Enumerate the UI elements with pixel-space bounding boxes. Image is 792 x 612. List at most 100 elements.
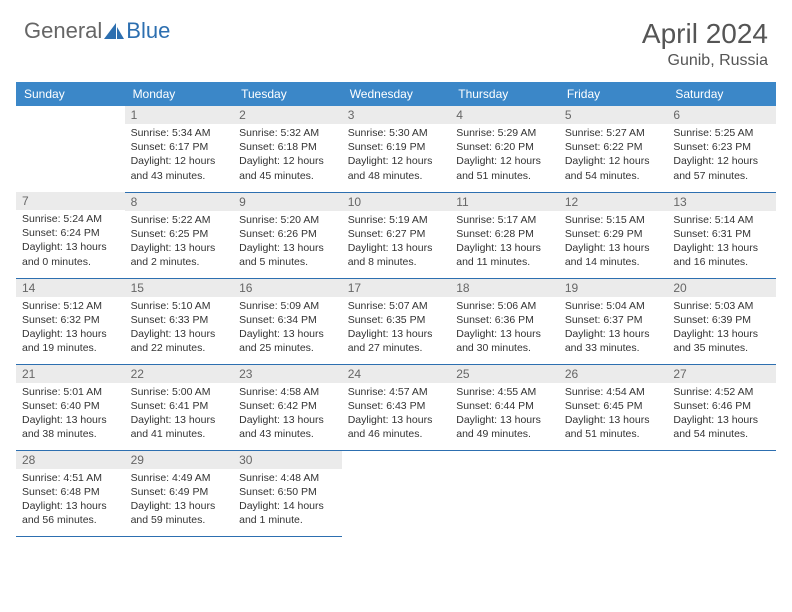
sunrise-line: Sunrise: 5:01 AM bbox=[22, 385, 119, 399]
day-number: 24 bbox=[342, 365, 451, 383]
daylight-line: Daylight: 13 hours and 8 minutes. bbox=[348, 241, 445, 269]
calendar-day-cell: 14Sunrise: 5:12 AMSunset: 6:32 PMDayligh… bbox=[16, 278, 125, 364]
day-number: 26 bbox=[559, 365, 668, 383]
day-number: 28 bbox=[16, 451, 125, 469]
sunrise-line: Sunrise: 5:27 AM bbox=[565, 126, 662, 140]
daylight-line: Daylight: 13 hours and 27 minutes. bbox=[348, 327, 445, 355]
sunset-line: Sunset: 6:27 PM bbox=[348, 227, 445, 241]
day-details: Sunrise: 5:01 AMSunset: 6:40 PMDaylight:… bbox=[16, 383, 125, 446]
sunrise-line: Sunrise: 4:51 AM bbox=[22, 471, 119, 485]
day-details: Sunrise: 4:58 AMSunset: 6:42 PMDaylight:… bbox=[233, 383, 342, 446]
calendar-day-cell: 4Sunrise: 5:29 AMSunset: 6:20 PMDaylight… bbox=[450, 106, 559, 192]
day-number: 15 bbox=[125, 279, 234, 297]
sunrise-line: Sunrise: 4:49 AM bbox=[131, 471, 228, 485]
sunset-line: Sunset: 6:45 PM bbox=[565, 399, 662, 413]
sunrise-line: Sunrise: 5:22 AM bbox=[131, 213, 228, 227]
calendar-day-cell: 3Sunrise: 5:30 AMSunset: 6:19 PMDaylight… bbox=[342, 106, 451, 192]
calendar-day-cell: 25Sunrise: 4:55 AMSunset: 6:44 PMDayligh… bbox=[450, 364, 559, 450]
sunset-line: Sunset: 6:39 PM bbox=[673, 313, 770, 327]
day-details: Sunrise: 4:54 AMSunset: 6:45 PMDaylight:… bbox=[559, 383, 668, 446]
day-number: 1 bbox=[125, 106, 234, 124]
sunrise-line: Sunrise: 5:19 AM bbox=[348, 213, 445, 227]
day-details: Sunrise: 4:48 AMSunset: 6:50 PMDaylight:… bbox=[233, 469, 342, 532]
daylight-line: Daylight: 13 hours and 43 minutes. bbox=[239, 413, 336, 441]
daylight-line: Daylight: 13 hours and 2 minutes. bbox=[131, 241, 228, 269]
sunrise-line: Sunrise: 5:00 AM bbox=[131, 385, 228, 399]
weekday-header: Friday bbox=[559, 82, 668, 106]
calendar-day-cell: 22Sunrise: 5:00 AMSunset: 6:41 PMDayligh… bbox=[125, 364, 234, 450]
sunrise-line: Sunrise: 5:12 AM bbox=[22, 299, 119, 313]
calendar-day-cell: 30Sunrise: 4:48 AMSunset: 6:50 PMDayligh… bbox=[233, 450, 342, 536]
day-details: Sunrise: 5:29 AMSunset: 6:20 PMDaylight:… bbox=[450, 124, 559, 187]
daylight-line: Daylight: 13 hours and 30 minutes. bbox=[456, 327, 553, 355]
sunrise-line: Sunrise: 5:29 AM bbox=[456, 126, 553, 140]
calendar-week-row: 14Sunrise: 5:12 AMSunset: 6:32 PMDayligh… bbox=[16, 278, 776, 364]
sunset-line: Sunset: 6:33 PM bbox=[131, 313, 228, 327]
day-number: 19 bbox=[559, 279, 668, 297]
calendar-week-row: 28Sunrise: 4:51 AMSunset: 6:48 PMDayligh… bbox=[16, 450, 776, 536]
calendar-day-cell: 10Sunrise: 5:19 AMSunset: 6:27 PMDayligh… bbox=[342, 192, 451, 278]
day-number: 20 bbox=[667, 279, 776, 297]
calendar-day-cell: 21Sunrise: 5:01 AMSunset: 6:40 PMDayligh… bbox=[16, 364, 125, 450]
daylight-line: Daylight: 13 hours and 16 minutes. bbox=[673, 241, 770, 269]
sunset-line: Sunset: 6:41 PM bbox=[131, 399, 228, 413]
sunrise-line: Sunrise: 5:07 AM bbox=[348, 299, 445, 313]
calendar-day-cell: 19Sunrise: 5:04 AMSunset: 6:37 PMDayligh… bbox=[559, 278, 668, 364]
sunrise-line: Sunrise: 4:48 AM bbox=[239, 471, 336, 485]
day-details: Sunrise: 5:09 AMSunset: 6:34 PMDaylight:… bbox=[233, 297, 342, 360]
day-details: Sunrise: 4:51 AMSunset: 6:48 PMDaylight:… bbox=[16, 469, 125, 532]
logo: General Blue bbox=[24, 18, 170, 44]
calendar-day-cell: 5Sunrise: 5:27 AMSunset: 6:22 PMDaylight… bbox=[559, 106, 668, 192]
calendar-day-cell: 20Sunrise: 5:03 AMSunset: 6:39 PMDayligh… bbox=[667, 278, 776, 364]
sunrise-line: Sunrise: 5:15 AM bbox=[565, 213, 662, 227]
weekday-header: Tuesday bbox=[233, 82, 342, 106]
calendar-day-cell: 8Sunrise: 5:22 AMSunset: 6:25 PMDaylight… bbox=[125, 192, 234, 278]
day-number: 12 bbox=[559, 193, 668, 211]
weekday-header: Sunday bbox=[16, 82, 125, 106]
weekday-header: Thursday bbox=[450, 82, 559, 106]
sunrise-line: Sunrise: 4:58 AM bbox=[239, 385, 336, 399]
day-number: 30 bbox=[233, 451, 342, 469]
logo-text-blue: Blue bbox=[126, 18, 170, 44]
sunrise-line: Sunrise: 4:54 AM bbox=[565, 385, 662, 399]
calendar-empty-cell bbox=[342, 450, 451, 536]
logo-text-general: General bbox=[24, 18, 102, 44]
day-number: 21 bbox=[16, 365, 125, 383]
day-details: Sunrise: 5:32 AMSunset: 6:18 PMDaylight:… bbox=[233, 124, 342, 187]
daylight-line: Daylight: 13 hours and 19 minutes. bbox=[22, 327, 119, 355]
calendar-day-cell: 16Sunrise: 5:09 AMSunset: 6:34 PMDayligh… bbox=[233, 278, 342, 364]
day-number: 22 bbox=[125, 365, 234, 383]
daylight-line: Daylight: 13 hours and 51 minutes. bbox=[565, 413, 662, 441]
sunset-line: Sunset: 6:32 PM bbox=[22, 313, 119, 327]
day-details: Sunrise: 5:12 AMSunset: 6:32 PMDaylight:… bbox=[16, 297, 125, 360]
day-number: 16 bbox=[233, 279, 342, 297]
day-number: 11 bbox=[450, 193, 559, 211]
sunset-line: Sunset: 6:29 PM bbox=[565, 227, 662, 241]
sunset-line: Sunset: 6:40 PM bbox=[22, 399, 119, 413]
sunset-line: Sunset: 6:26 PM bbox=[239, 227, 336, 241]
calendar-week-row: 21Sunrise: 5:01 AMSunset: 6:40 PMDayligh… bbox=[16, 364, 776, 450]
sunset-line: Sunset: 6:42 PM bbox=[239, 399, 336, 413]
calendar-empty-cell bbox=[16, 106, 125, 192]
sunset-line: Sunset: 6:36 PM bbox=[456, 313, 553, 327]
logo-sail-icon bbox=[104, 23, 124, 39]
day-details: Sunrise: 5:04 AMSunset: 6:37 PMDaylight:… bbox=[559, 297, 668, 360]
day-details: Sunrise: 5:24 AMSunset: 6:24 PMDaylight:… bbox=[16, 210, 125, 273]
daylight-line: Daylight: 13 hours and 5 minutes. bbox=[239, 241, 336, 269]
sunrise-line: Sunrise: 5:25 AM bbox=[673, 126, 770, 140]
day-details: Sunrise: 5:07 AMSunset: 6:35 PMDaylight:… bbox=[342, 297, 451, 360]
day-details: Sunrise: 5:20 AMSunset: 6:26 PMDaylight:… bbox=[233, 211, 342, 274]
calendar-day-cell: 24Sunrise: 4:57 AMSunset: 6:43 PMDayligh… bbox=[342, 364, 451, 450]
day-details: Sunrise: 5:06 AMSunset: 6:36 PMDaylight:… bbox=[450, 297, 559, 360]
sunrise-line: Sunrise: 5:24 AM bbox=[22, 212, 119, 226]
daylight-line: Daylight: 12 hours and 54 minutes. bbox=[565, 154, 662, 182]
sunset-line: Sunset: 6:19 PM bbox=[348, 140, 445, 154]
day-number: 5 bbox=[559, 106, 668, 124]
day-details: Sunrise: 5:17 AMSunset: 6:28 PMDaylight:… bbox=[450, 211, 559, 274]
calendar-week-row: 7Sunrise: 5:24 AMSunset: 6:24 PMDaylight… bbox=[16, 192, 776, 278]
day-number: 4 bbox=[450, 106, 559, 124]
day-number: 18 bbox=[450, 279, 559, 297]
day-number: 25 bbox=[450, 365, 559, 383]
day-details: Sunrise: 4:55 AMSunset: 6:44 PMDaylight:… bbox=[450, 383, 559, 446]
day-number: 29 bbox=[125, 451, 234, 469]
